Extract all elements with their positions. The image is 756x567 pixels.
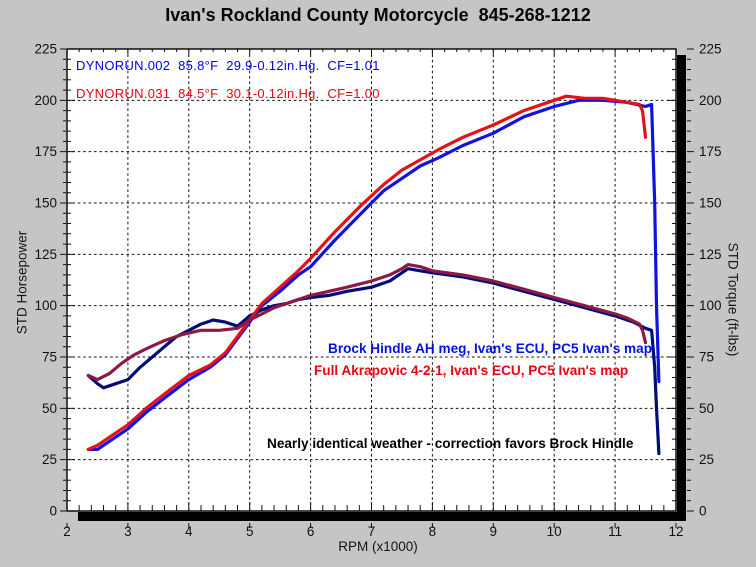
y-right-tick-label-0: 0 xyxy=(699,504,707,519)
gridlines xyxy=(67,49,676,511)
y-right-tick-label-100: 100 xyxy=(699,298,722,313)
y-right-tick-label-25: 25 xyxy=(699,452,714,467)
y-left-tick-label-0: 0 xyxy=(49,504,57,519)
y-axis-right-title: STD Torque (ft-lbs) xyxy=(725,242,741,357)
y-right-tick-label-200: 200 xyxy=(699,93,722,108)
annotation-red-setup: Full Akrapovic 4-2-1, Ivan's ECU, PC5 Iv… xyxy=(314,363,629,378)
y-left-tick-label-75: 75 xyxy=(42,350,57,365)
y-right-tick-label-175: 175 xyxy=(699,144,722,159)
y-axis-left-title: STD Horsepower xyxy=(14,230,30,335)
x-tick-label-4: 4 xyxy=(185,524,193,539)
y-right-tick-label-150: 150 xyxy=(699,196,722,211)
page-title: Ivan's Rockland County Motorcycle 845-26… xyxy=(165,5,591,25)
range-slider-horizontal[interactable] xyxy=(78,512,685,521)
x-tick-label-7: 7 xyxy=(368,524,376,539)
range-slider-vertical[interactable] xyxy=(677,55,686,521)
curve-dynorun031-hp xyxy=(86,94,648,451)
x-tick-label-6: 6 xyxy=(307,524,315,539)
legend-run-002: DYNORUN.002 85.8°F 29.9-0.12in.Hg. CF=1.… xyxy=(76,58,380,73)
y-left-tick-label-200: 200 xyxy=(34,93,57,108)
y-right-tick-label-225: 225 xyxy=(699,42,722,57)
y-right-tick-label-125: 125 xyxy=(699,247,722,262)
x-tick-label-5: 5 xyxy=(246,524,254,539)
x-tick-label-12: 12 xyxy=(668,524,683,539)
annotation-blue-setup: Brock Hindle AH meg, Ivan's ECU, PC5 Iva… xyxy=(328,341,652,356)
y-left-tick-label-225: 225 xyxy=(34,42,57,57)
x-axis-title: RPM (x1000) xyxy=(338,539,418,554)
x-tick-label-3: 3 xyxy=(124,524,132,539)
curve-dynorun002-torque xyxy=(86,267,661,456)
curve-dynorun031-torque xyxy=(86,263,648,382)
y-left-tick-label-175: 175 xyxy=(34,144,57,159)
x-tick-label-11: 11 xyxy=(608,524,622,539)
y-left-tick-label-25: 25 xyxy=(42,452,57,467)
x-tick-label-2: 2 xyxy=(63,524,71,539)
x-tick-label-9: 9 xyxy=(490,524,498,539)
plot-frame xyxy=(66,48,677,512)
y-right-tick-label-50: 50 xyxy=(699,401,714,416)
legend-run-031: DYNORUN.031 84.5°F 30.1-0.12in.Hg. CF=1.… xyxy=(76,86,380,101)
y-left-tick-label-100: 100 xyxy=(34,298,57,313)
x-tick-label-8: 8 xyxy=(429,524,437,539)
y-left-tick-label-50: 50 xyxy=(42,401,57,416)
x-tick-label-10: 10 xyxy=(547,524,562,539)
y-left-tick-label-150: 150 xyxy=(34,196,57,211)
annotation-weather-note: Nearly identical weather - correction fa… xyxy=(267,436,634,451)
y-right-tick-label-75: 75 xyxy=(699,350,714,365)
y-left-tick-label-125: 125 xyxy=(34,247,57,262)
